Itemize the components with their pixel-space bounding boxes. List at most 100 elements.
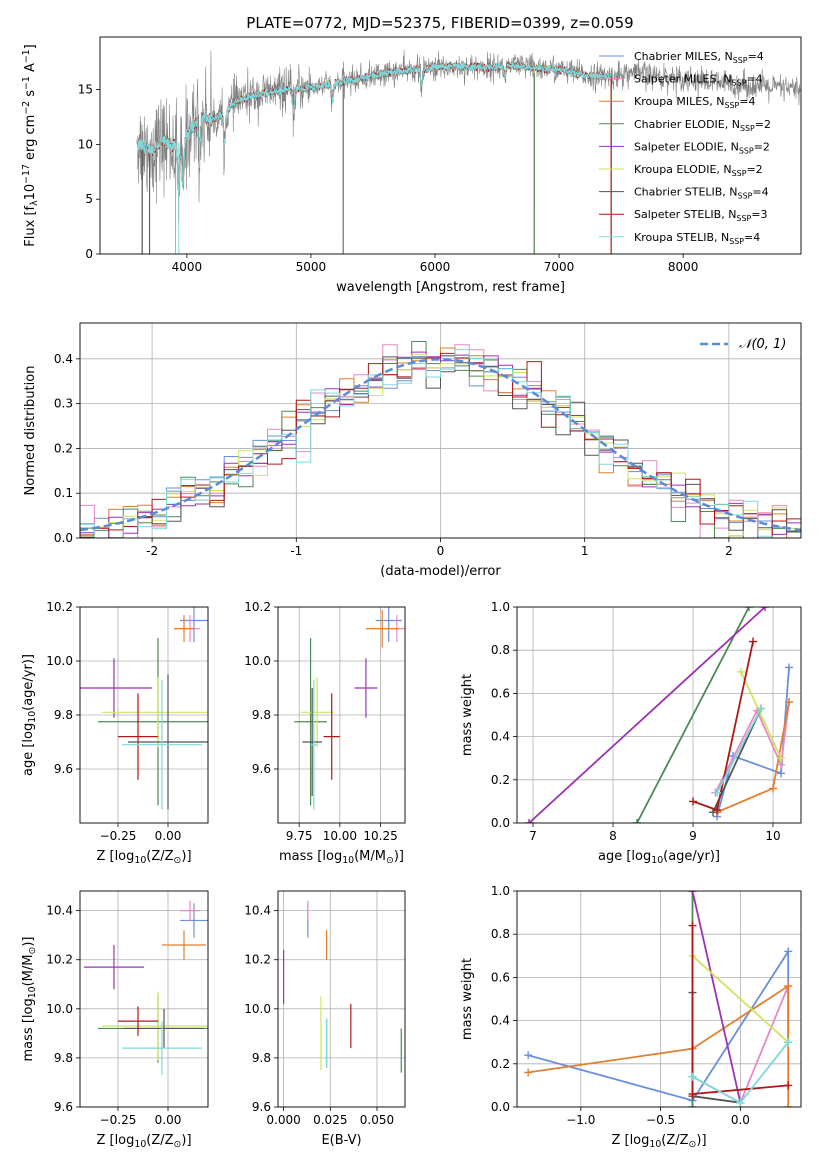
x-tick-label: 0.025 <box>313 1113 347 1127</box>
model-spectrum-kroupa-stelib <box>136 62 612 195</box>
errorbar-kroupa-elodie <box>300 677 334 748</box>
panel-age-vs-z: −0.25 0.00 9.6 9.8 10.0 10.2 Z [log10(Z/Z⊙)] ag… <box>21 600 209 866</box>
x-tick-label: 8 <box>609 829 617 843</box>
weight-marker <box>713 788 721 797</box>
legend-label-chabrier-elodie: Chabrier ELODIE, NSSP=2 <box>634 118 771 133</box>
weight-marker <box>689 797 697 806</box>
x-tick-label: 8000 <box>668 260 699 274</box>
panel-weight-vs-z: −1.0 −0.5 0.0 0.0 0.2 0.4 0.6 0.8 1.0 Z [log10(Z/… <box>460 884 802 1150</box>
legend-label-kroupa-miles: Kroupa MILES, NSSP=4 <box>634 95 755 110</box>
x-tick-label: 0.00 <box>155 829 182 843</box>
y-tick-label: 9.8 <box>54 708 73 722</box>
y-tick-label: 0.8 <box>491 927 510 941</box>
y-axis-label: age [log10(age/yr)] <box>21 654 38 776</box>
axes-frame <box>277 606 406 824</box>
y-tick-label: 0.2 <box>491 1057 510 1071</box>
weight-line <box>716 667 790 817</box>
weight-series-chabrier-elodie <box>633 607 753 823</box>
legend-label-normal: 𝒩(0, 1) <box>739 337 786 352</box>
x-axis-label: (data-model)/error <box>380 564 501 579</box>
errorbar-chabrier-miles <box>180 607 208 643</box>
errorbar-salpeter-stelib <box>323 693 340 780</box>
weight-marker <box>785 698 793 707</box>
y-tick-label: 0 <box>85 247 93 261</box>
weight-line <box>528 607 766 823</box>
y-axis-label: mass weight <box>460 674 475 756</box>
axes-frame <box>79 606 209 824</box>
y-axis-label: mass [log10(M/M⊙)] <box>21 937 38 1062</box>
y-tick-label: 0.2 <box>54 441 73 455</box>
weight-series-salpeter-stelib <box>689 637 757 815</box>
x-axis-label: Z [log10(Z/Z⊙)] <box>96 1133 191 1150</box>
weight-marker <box>749 637 757 646</box>
weight-marker <box>784 1103 793 1107</box>
weight-series-salpeter-elodie <box>688 891 745 1107</box>
axes-frame <box>79 890 209 1108</box>
y-tick-label: 0.3 <box>54 397 73 411</box>
y-axis-label: Flux [fλ10−17 erg cm−2 s−1 A−1] <box>21 44 40 246</box>
weight-series-salpeter-elodie <box>525 607 769 823</box>
x-tick-label: 9 <box>689 829 697 843</box>
weight-series-kroupa-stelib <box>688 1038 793 1107</box>
y-tick-label: 0.0 <box>54 531 73 545</box>
weight-marker <box>633 819 641 823</box>
weight-series-kroupa-elodie <box>737 667 785 763</box>
x-tick-label: 10 <box>765 829 780 843</box>
y-tick-label: 9.8 <box>252 1051 271 1065</box>
weight-line <box>716 708 762 794</box>
errorbar-salpeter-elodie <box>354 658 378 718</box>
x-tick-label: −1.0 <box>566 1113 595 1127</box>
x-tick-label: 0.000 <box>266 1113 300 1127</box>
weight-line <box>636 607 750 823</box>
figure-title: PLATE=0772, MJD=52375, FIBERID=0399, z=0… <box>246 14 633 32</box>
y-tick-label: 9.8 <box>252 708 271 722</box>
x-axis-label: Z [log10(Z/Z⊙)] <box>611 1133 706 1150</box>
plot-area <box>517 891 801 1107</box>
x-axis-label: age [log10(age/yr)] <box>598 849 720 866</box>
weight-marker <box>736 1098 745 1107</box>
legend-label-salpeter-stelib: Salpeter STELIB, NSSP=3 <box>634 208 767 223</box>
x-axis-label: wavelength [Angstrom, rest frame] <box>336 280 565 295</box>
plot-area <box>278 607 405 823</box>
plot-area <box>517 607 801 823</box>
weight-marker <box>777 754 785 763</box>
x-tick-label: −0.5 <box>646 1113 675 1127</box>
y-tick-label: 10.2 <box>46 953 73 967</box>
y-tick-label: 9.6 <box>252 1100 271 1114</box>
legend-label-chabrier-stelib: Chabrier STELIB, NSSP=4 <box>634 186 769 201</box>
errorbar-kroupa-miles <box>174 615 194 643</box>
plot-area <box>80 607 208 823</box>
y-tick-label: 0.6 <box>491 686 510 700</box>
y-tick-label: 10.0 <box>46 1002 73 1016</box>
errorbar-chabrier-miles <box>180 903 208 938</box>
errorbar-chabrier-stelib <box>124 1008 204 1049</box>
x-tick-label: 4000 <box>172 260 203 274</box>
x-axis-label: mass [log10(M/M⊙)] <box>279 849 404 866</box>
y-tick-label: 10.0 <box>244 654 271 668</box>
y-axis-label: mass weight <box>460 958 475 1040</box>
y-tick-label: 10.4 <box>244 904 271 918</box>
y-tick-label: 10.4 <box>46 904 73 918</box>
legend-label-chabrier-miles: Chabrier MILES, NSSP=4 <box>634 50 764 65</box>
weight-series-salpeter-stelib <box>688 921 793 1099</box>
y-tick-label: 0.1 <box>54 486 73 500</box>
y-tick-label: 1.0 <box>491 600 510 614</box>
weight-marker <box>769 784 777 793</box>
weight-line <box>691 955 789 1043</box>
x-tick-label: 10.00 <box>323 829 357 843</box>
errorbar-salpeter-stelib <box>118 693 158 780</box>
y-tick-label: 0.0 <box>491 816 510 830</box>
x-tick-label: 1 <box>581 544 589 558</box>
weight-line <box>692 641 754 812</box>
errorbar-kroupa-elodie <box>102 991 208 1061</box>
y-tick-label: 10 <box>78 137 93 151</box>
x-tick-label: 0.0 <box>731 1113 750 1127</box>
model-spectrum-chabrier-stelib <box>136 61 612 254</box>
y-tick-label: 5 <box>85 192 93 206</box>
weight-line <box>527 948 790 1102</box>
x-tick-label: 9.75 <box>286 829 313 843</box>
plot-area <box>80 323 801 538</box>
weight-marker <box>688 921 697 930</box>
axes-frame <box>99 36 802 255</box>
errorbar-kroupa-stelib <box>122 1021 202 1076</box>
